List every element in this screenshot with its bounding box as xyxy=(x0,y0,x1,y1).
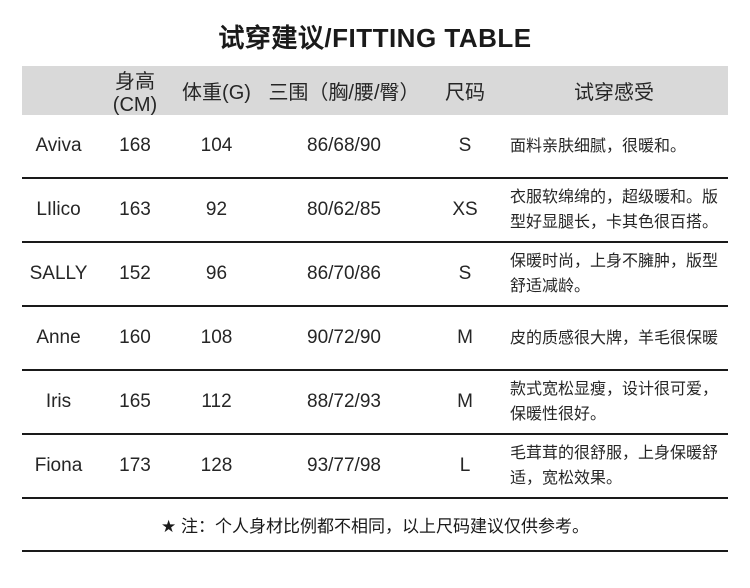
model-name: LIlico xyxy=(36,199,81,220)
model-size: S xyxy=(458,135,472,156)
header-cell-height: 身高(CM) xyxy=(112,70,158,116)
header-cell-weight: 体重(G) xyxy=(182,82,251,104)
size-note-text: ★ 注：个人身材比例都不相同，以上尺码建议仅供参考。 xyxy=(161,517,589,536)
table-row: SALLY 152 96 86/70/86 S 保暖时尚，上身不臃肿，版型舒适减… xyxy=(22,243,728,307)
model-measurements: 88/72/93 xyxy=(307,391,381,412)
table-row: Aviva 168 104 86/68/90 S 面料亲肤细腻，很暖和。 xyxy=(22,115,728,179)
page-title: 试穿建议/FITTING TABLE xyxy=(218,23,532,53)
model-name: Aviva xyxy=(35,135,82,156)
model-feedback: 面料亲肤细腻，很暖和。 xyxy=(510,137,687,155)
model-measurements: 93/77/98 xyxy=(307,455,381,476)
table-header-row: 身高(CM) 体重(G) 三围（胸/腰/臀） 尺码 试穿感受 xyxy=(22,66,728,116)
model-feedback: 衣服软绵绵的，超级暖和。版型好显腿长，卡其色很百搭。 xyxy=(510,189,719,231)
model-weight: 104 xyxy=(200,135,233,156)
table-row: Fiona 173 128 93/77/98 L 毛茸茸的很舒服，上身保暖舒适，… xyxy=(22,435,728,499)
model-height: 173 xyxy=(119,455,151,476)
model-height: 168 xyxy=(119,135,151,156)
model-weight: 92 xyxy=(205,199,228,220)
model-feedback: 毛茸茸的很舒服，上身保暖舒适，宽松效果。 xyxy=(510,445,719,487)
table-row: LIlico 163 92 80/62/85 XS 衣服软绵绵的，超级暖和。版型… xyxy=(22,179,728,243)
model-height: 163 xyxy=(119,199,151,220)
model-measurements: 86/68/90 xyxy=(307,135,381,156)
model-size: XS xyxy=(452,199,478,220)
model-measurements: 86/70/86 xyxy=(307,263,381,284)
model-size: L xyxy=(459,455,471,476)
model-measurements: 90/72/90 xyxy=(307,327,381,348)
model-height: 152 xyxy=(119,263,151,284)
model-name: Anne xyxy=(36,327,81,348)
table-row: Anne 160 108 90/72/90 M 皮的质感很大牌，羊毛很保暖 xyxy=(22,307,728,371)
model-weight: 112 xyxy=(201,391,232,412)
model-feedback: 保暖时尚，上身不臃肿，版型舒适减龄。 xyxy=(510,253,719,295)
table-row: Iris 165 112 88/72/93 M 款式宽松显瘦，设计很可爱，保暖性… xyxy=(22,371,728,435)
model-feedback: 皮的质感很大牌，羊毛很保暖 xyxy=(510,329,719,347)
header-cell-feedback: 试穿感受 xyxy=(574,82,654,104)
model-name: SALLY xyxy=(29,263,88,284)
model-height: 160 xyxy=(119,327,151,348)
model-measurements: 80/62/85 xyxy=(307,199,381,220)
model-weight: 96 xyxy=(205,263,228,284)
model-height: 165 xyxy=(119,391,151,412)
model-name: Fiona xyxy=(34,455,83,476)
fitting-table: 身高(CM) 体重(G) 三围（胸/腰/臀） 尺码 试穿感受 Aviva 168… xyxy=(22,66,728,552)
header-cell-measurements: 三围（胸/腰/臀） xyxy=(268,82,420,104)
model-size: M xyxy=(457,327,473,348)
size-note-row: ★ 注：个人身材比例都不相同，以上尺码建议仅供参考。 xyxy=(22,499,728,552)
model-size: S xyxy=(458,263,472,284)
model-weight: 108 xyxy=(200,327,233,348)
model-size: M xyxy=(457,391,473,412)
model-feedback: 款式宽松显瘦，设计很可爱，保暖性很好。 xyxy=(510,381,719,423)
header-cell-size: 尺码 xyxy=(445,82,485,104)
model-weight: 128 xyxy=(200,455,233,476)
model-name: Iris xyxy=(45,391,72,412)
